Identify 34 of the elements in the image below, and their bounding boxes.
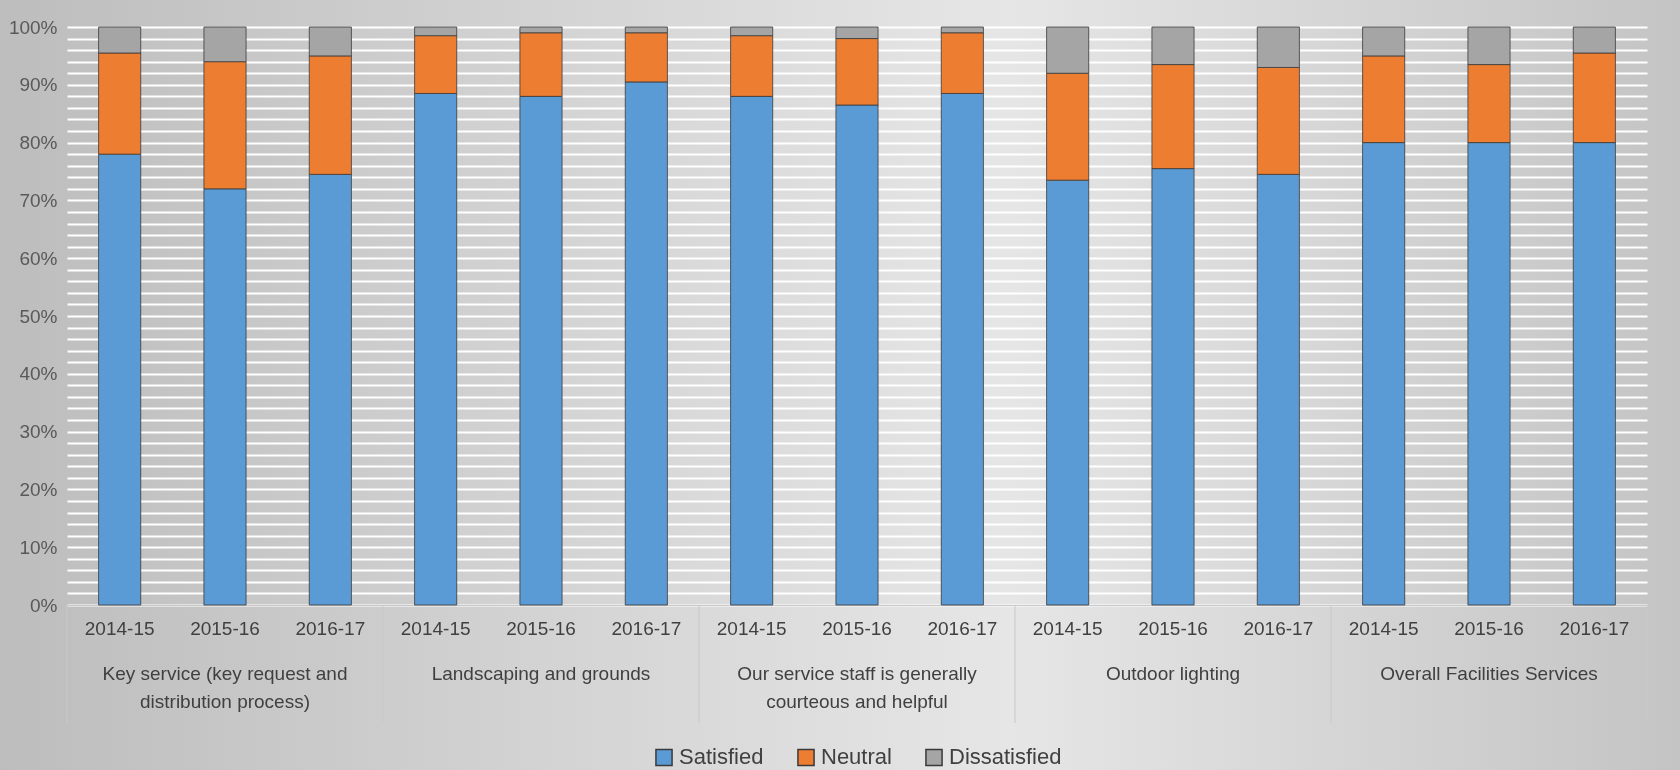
x-tick-label: 2016-17: [295, 617, 366, 639]
text: Outdoor lighting: [1105, 663, 1241, 684]
y-tick-label: 20%: [19, 478, 58, 500]
x-tick-label: 2016-17: [1559, 617, 1630, 639]
text: Our service staff is generally courteous and helpful: [737, 663, 978, 712]
x-tick-label: 2015-16: [822, 617, 892, 639]
text: Landscaping and grounds: [431, 663, 651, 684]
legend-label: Satisfied: [679, 744, 764, 770]
x-tick-label: 2015-16: [506, 617, 576, 639]
x-tick-label: 2014-15: [1032, 617, 1103, 639]
legend-label: Dissatisfied: [949, 744, 1062, 770]
legend-label: Neutral: [821, 744, 892, 770]
y-tick-label: 70%: [19, 189, 58, 211]
x-tick-label: 2015-16: [1454, 617, 1524, 639]
x-tick-label: 2016-17: [1243, 617, 1314, 639]
x-tick-label: 2016-17: [611, 617, 682, 639]
y-tick-label: 80%: [19, 132, 58, 154]
y-tick-label: 100%: [8, 16, 58, 38]
y-tick-label: 50%: [19, 305, 58, 327]
y-tick-label: 90%: [19, 74, 58, 96]
y-tick-label: 60%: [19, 247, 58, 269]
x-tick-label: 2014-15: [84, 617, 155, 639]
y-tick-label: 0%: [30, 594, 58, 616]
x-tick-label: 2015-16: [190, 617, 260, 639]
x-tick-label: 2014-15: [716, 617, 787, 639]
y-tick-label: 30%: [19, 421, 58, 443]
y-tick-label: 40%: [19, 363, 58, 385]
x-tick-label: 2016-17: [927, 617, 998, 639]
x-tick-label: 2015-16: [1138, 617, 1208, 639]
x-tick-label: 2014-15: [400, 617, 471, 639]
text: Overall Facilities Services: [1380, 663, 1598, 684]
y-tick-label: 10%: [19, 536, 58, 558]
text: Key service (key request and distribution process): [102, 663, 348, 712]
x-tick-label: 2014-15: [1348, 617, 1419, 639]
